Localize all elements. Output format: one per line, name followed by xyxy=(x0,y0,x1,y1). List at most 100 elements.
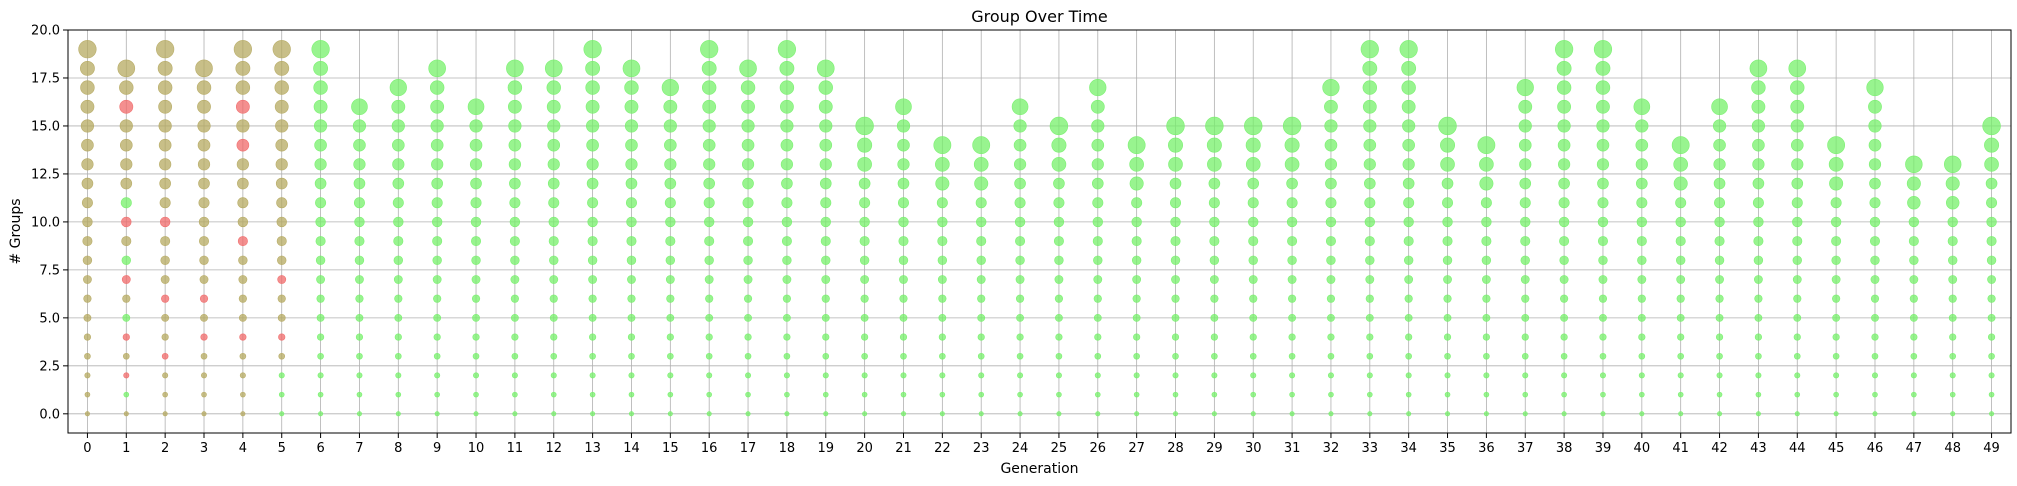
data-point xyxy=(1908,236,1919,247)
data-point xyxy=(1716,372,1723,379)
data-point xyxy=(1401,80,1416,95)
data-point xyxy=(1208,197,1220,209)
data-point xyxy=(978,391,985,398)
data-point xyxy=(1987,294,1996,303)
x-tick-label: 33 xyxy=(1362,441,1379,456)
data-point xyxy=(1247,177,1260,190)
data-point xyxy=(1595,60,1611,76)
data-point xyxy=(512,391,518,398)
data-point xyxy=(1093,255,1103,265)
data-point xyxy=(1442,216,1453,228)
data-point xyxy=(1599,352,1607,360)
data-point xyxy=(1792,236,1803,247)
data-point xyxy=(1520,236,1531,247)
data-point xyxy=(1286,216,1298,228)
data-point xyxy=(1172,352,1179,360)
data-point xyxy=(279,411,285,417)
x-tick-label: 29 xyxy=(1206,441,1223,456)
data-point xyxy=(784,411,790,417)
data-point xyxy=(1249,294,1258,303)
data-point xyxy=(976,236,987,247)
data-point xyxy=(317,372,324,379)
data-point xyxy=(354,255,365,265)
data-point xyxy=(1831,255,1841,265)
data-point xyxy=(83,333,92,341)
data-point xyxy=(120,197,132,209)
data-point xyxy=(1676,275,1686,284)
data-point xyxy=(547,119,561,133)
data-point xyxy=(1752,197,1764,209)
data-point xyxy=(1597,177,1609,190)
data-point xyxy=(162,391,168,398)
data-point xyxy=(1055,372,1062,379)
data-point xyxy=(1561,372,1568,379)
data-point xyxy=(311,40,330,59)
data-point xyxy=(160,236,171,247)
x-tick-label: 28 xyxy=(1167,441,1184,456)
data-point xyxy=(1127,136,1146,155)
data-point xyxy=(313,80,328,95)
data-point xyxy=(780,138,794,152)
data-point xyxy=(784,391,790,398)
data-point xyxy=(588,275,598,284)
data-point xyxy=(81,158,94,171)
data-point xyxy=(277,255,287,265)
data-point xyxy=(122,294,131,303)
data-point xyxy=(351,98,368,116)
data-point xyxy=(1362,60,1378,76)
data-point xyxy=(1987,313,1996,322)
data-point xyxy=(509,216,521,228)
data-point xyxy=(703,158,716,171)
data-point xyxy=(1944,155,1962,174)
data-point xyxy=(1555,40,1574,59)
data-point xyxy=(1831,236,1842,247)
data-point xyxy=(1713,177,1726,190)
data-point xyxy=(1444,352,1451,360)
data-point xyxy=(160,275,170,284)
data-point xyxy=(895,98,912,116)
y-tick-label: 5.0 xyxy=(39,311,60,326)
plot-frame xyxy=(67,29,2012,434)
data-point xyxy=(84,411,90,417)
data-point xyxy=(119,119,133,133)
data-point xyxy=(1518,99,1533,114)
data-point xyxy=(783,372,790,379)
x-tick-label: 13 xyxy=(584,441,601,456)
data-point xyxy=(1677,391,1684,398)
data-point xyxy=(783,313,791,322)
data-point xyxy=(274,60,290,76)
data-point xyxy=(1403,255,1414,265)
data-point xyxy=(1209,255,1220,265)
data-point xyxy=(1516,78,1534,97)
data-point xyxy=(586,119,600,133)
data-point xyxy=(1984,157,1999,172)
data-point xyxy=(1170,255,1181,265)
data-point xyxy=(352,119,367,133)
data-point xyxy=(780,158,794,171)
data-point xyxy=(1056,391,1062,398)
data-point xyxy=(198,177,210,190)
data-point xyxy=(1869,197,1881,209)
y-tick-label: 2.5 xyxy=(39,359,60,374)
data-point xyxy=(1948,275,1958,284)
data-point xyxy=(1828,157,1844,172)
data-point xyxy=(1636,177,1648,190)
data-point xyxy=(1791,177,1804,190)
data-point xyxy=(431,216,443,228)
data-point xyxy=(1557,119,1571,133)
data-point xyxy=(315,236,326,247)
data-point xyxy=(1366,333,1374,341)
data-point xyxy=(1755,372,1762,379)
data-point xyxy=(1481,275,1491,284)
data-point xyxy=(240,411,246,417)
data-point xyxy=(395,391,402,398)
data-point xyxy=(433,333,441,341)
data-point xyxy=(1250,391,1257,398)
data-point xyxy=(1949,352,1957,360)
data-point xyxy=(470,177,482,190)
data-point xyxy=(1209,236,1220,247)
data-point xyxy=(1520,255,1530,265)
data-point xyxy=(898,236,909,247)
data-point xyxy=(899,313,908,322)
data-point xyxy=(507,99,522,114)
